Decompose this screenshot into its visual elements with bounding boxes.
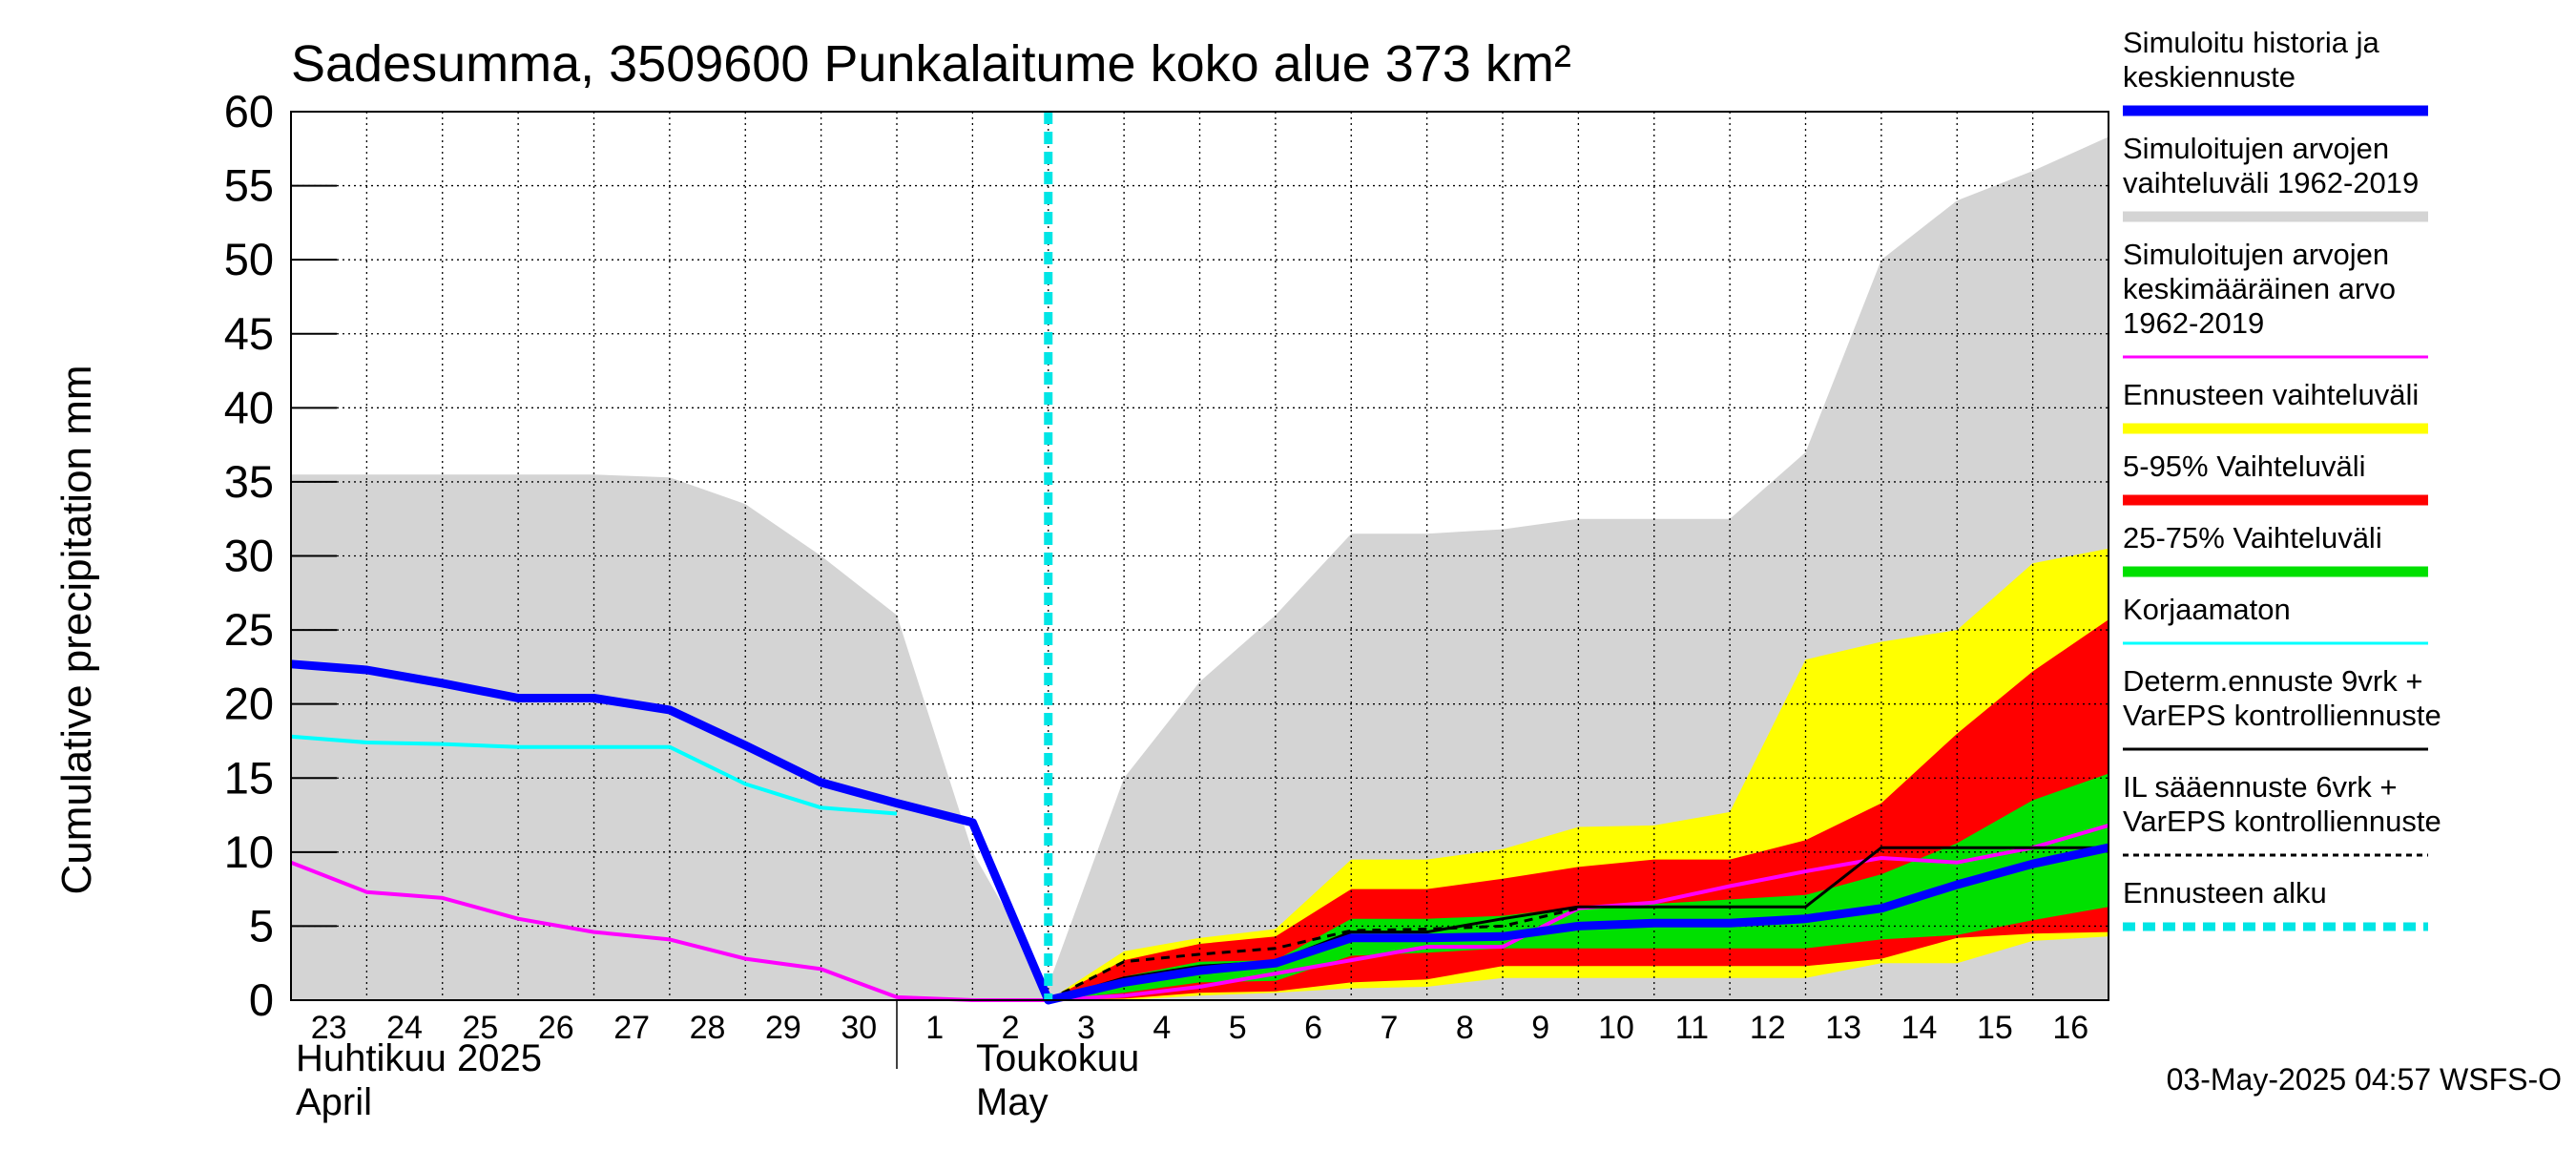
y-tick-label: 50: [224, 234, 274, 284]
legend-label-9: Ennusteen alku: [2123, 876, 2327, 910]
y-tick-label: 30: [224, 531, 274, 581]
y-tick-label: 15: [224, 752, 274, 803]
x-tick-label: 10: [1598, 1010, 1634, 1046]
legend-label-8: IL sääennuste 6vrk +: [2123, 770, 2398, 804]
legend-label-8: VarEPS kontrolliennuste: [2123, 805, 2441, 838]
legend-label-4: 5-95% Vaihteluväli: [2123, 450, 2365, 483]
legend-label-7: VarEPS kontrolliennuste: [2123, 699, 2441, 732]
x-tick-label: 11: [1675, 1010, 1709, 1046]
y-tick-label: 45: [224, 308, 274, 359]
legend-label-7: Determ.ennuste 9vrk +: [2123, 664, 2422, 698]
legend-label-6: Korjaamaton: [2123, 593, 2291, 626]
x-tick-label: 26: [538, 1010, 574, 1046]
legend-label-1: vaihteluväli 1962-2019: [2123, 166, 2419, 199]
x-tick-label: 25: [463, 1010, 499, 1046]
chart-title: Sadesumma, 3509600 Punkalaitume koko alu…: [291, 35, 1571, 93]
band-3: [1048, 773, 2109, 1000]
x-tick-label: 14: [1901, 1010, 1938, 1046]
x-tick-label: 29: [765, 1010, 801, 1046]
x-tick-label: 24: [386, 1010, 423, 1046]
legend-label-5: 25-75% Vaihteluväli: [2123, 521, 2382, 554]
x-tick-label: 8: [1456, 1010, 1474, 1046]
month-label-april-en: April: [296, 1081, 372, 1123]
legend-label-3: Ennusteen vaihteluväli: [2123, 378, 2419, 411]
y-tick-label: 35: [224, 456, 274, 507]
legend-label-0: keskiennuste: [2123, 60, 2296, 94]
legend-label-2: keskimääräinen arvo: [2123, 272, 2396, 305]
y-tick-label: 60: [224, 86, 274, 136]
x-tick-label: 7: [1380, 1010, 1398, 1046]
series-line-0: [290, 823, 2109, 1002]
x-tick-label: 2: [1002, 1010, 1020, 1046]
x-tick-label: 16: [2052, 1010, 2088, 1046]
x-tick-label: 12: [1750, 1010, 1786, 1046]
legend-label-2: 1962-2019: [2123, 306, 2264, 340]
y-tick-label: 10: [224, 826, 274, 877]
x-tick-label: 3: [1077, 1010, 1095, 1046]
y-axis-label: Cumulative precipitation mm: [53, 365, 100, 894]
x-tick-label: 30: [841, 1010, 877, 1046]
y-tick-label: 20: [224, 679, 274, 729]
x-tick-label: 4: [1153, 1010, 1171, 1046]
series-line-1: [290, 734, 898, 816]
y-tick-label: 55: [224, 160, 274, 211]
legend-label-1: Simuloitujen arvojen: [2123, 132, 2389, 165]
y-tick-label: 5: [249, 900, 274, 951]
legend-label-2: Simuloitujen arvojen: [2123, 238, 2389, 271]
timestamp: 03-May-2025 04:57 WSFS-O: [2167, 1062, 2562, 1097]
x-tick-label: 15: [1977, 1010, 2013, 1046]
x-tick-label: 13: [1825, 1010, 1861, 1046]
legend-label-0: Simuloitu historia ja: [2123, 26, 2380, 59]
month-label-may-en: May: [976, 1081, 1049, 1123]
x-tick-label: 9: [1531, 1010, 1549, 1046]
y-tick-label: 40: [224, 382, 274, 432]
x-tick-label: 5: [1229, 1010, 1247, 1046]
x-tick-label: 6: [1304, 1010, 1322, 1046]
series-line-3: [1048, 907, 1579, 1002]
x-tick-label: 28: [690, 1010, 726, 1046]
series-line-4: [290, 659, 2109, 1005]
x-tick-label: 1: [925, 1010, 944, 1046]
y-tick-label: 0: [249, 974, 274, 1025]
x-tick-label: 23: [311, 1010, 347, 1046]
month-label-april-fi: Huhtikuu 2025: [296, 1037, 542, 1079]
x-tick-label: 27: [613, 1010, 650, 1046]
month-label-may-fi: Toukokuu: [976, 1037, 1139, 1079]
y-tick-label: 25: [224, 604, 274, 655]
